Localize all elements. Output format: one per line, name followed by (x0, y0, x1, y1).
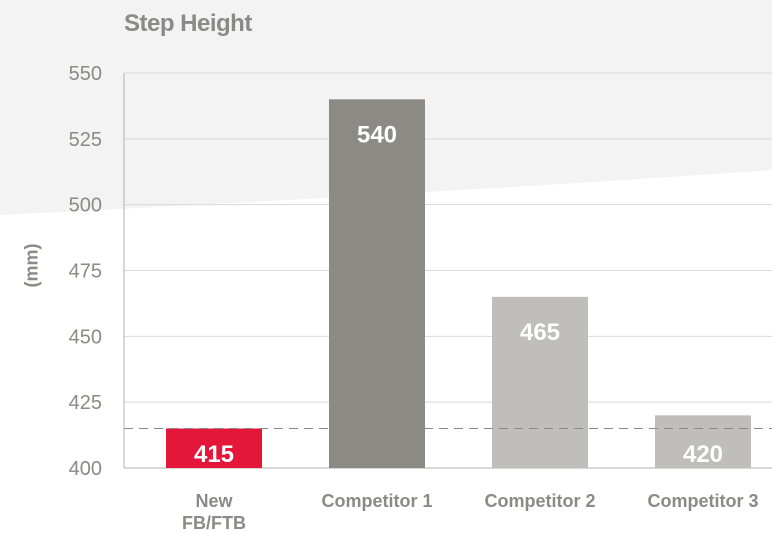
x-tick-label-line: Competitor 1 (321, 491, 432, 511)
x-tick-label: New FB/FTB (182, 491, 246, 533)
y-tick-label: 500 (69, 195, 102, 217)
x-tick-label: Competitor 2 (484, 491, 595, 511)
y-tick-label: 400 (69, 458, 102, 480)
y-tick-label: 525 (69, 129, 102, 151)
y-tick-label: 550 (69, 63, 102, 85)
x-tick-label: Competitor 1 (321, 491, 432, 511)
data-label: 420 (683, 441, 723, 468)
bar (492, 296, 588, 468)
x-tick-label: Competitor 3 (647, 491, 758, 511)
x-tick-label-line: Competitor 3 (647, 491, 758, 511)
y-tick-label: 475 (69, 261, 102, 283)
y-tick-label: 450 (69, 326, 102, 348)
x-tick-label-line: New (195, 491, 233, 511)
data-label: 465 (520, 319, 560, 346)
bar (655, 415, 751, 468)
y-tick-label: 425 (69, 392, 102, 414)
x-tick-label-line: FB/FTB (182, 513, 246, 533)
data-label: 415 (194, 441, 234, 468)
chart-title: Step Height (124, 10, 252, 37)
x-tick-label-line: Competitor 2 (484, 491, 595, 511)
bar (166, 428, 262, 468)
data-label: 540 (357, 121, 397, 148)
bar (329, 99, 425, 468)
